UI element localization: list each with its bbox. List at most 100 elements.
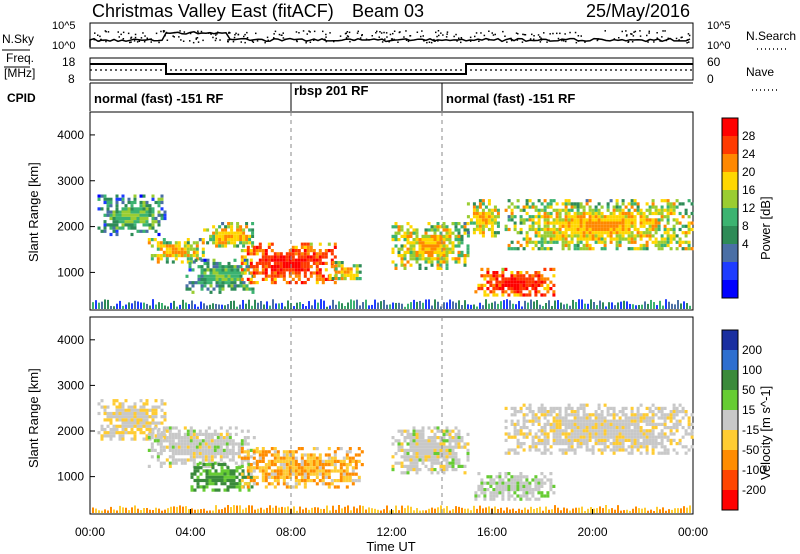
velocity-cell <box>415 458 419 462</box>
power-cell <box>630 240 634 244</box>
power-cell <box>570 224 574 228</box>
velocity-cell <box>507 451 511 455</box>
power-cell <box>537 271 541 275</box>
power-ground-clutter <box>338 301 340 309</box>
power-cell <box>564 243 568 248</box>
velocity-cell <box>261 456 265 460</box>
velocity-cell <box>282 475 286 479</box>
power-cell <box>552 227 556 232</box>
velocity-cell <box>321 482 325 486</box>
velocity-cell <box>168 455 172 459</box>
power-cell <box>564 202 568 206</box>
power-cell <box>439 231 443 235</box>
colorbar-segment <box>722 410 738 431</box>
power-cell <box>612 215 616 219</box>
velocity-cell <box>615 445 619 449</box>
nsky-dot <box>313 39 315 41</box>
velocity-cell <box>519 406 523 410</box>
power-ground-clutter <box>485 299 487 309</box>
power-cell <box>552 290 556 294</box>
velocity-cell <box>186 442 190 446</box>
velocity-cell <box>339 475 343 479</box>
power-cell <box>516 274 520 278</box>
velocity-cell <box>585 429 589 433</box>
velocity-cell <box>567 406 571 410</box>
power-cell <box>249 261 253 265</box>
velocity-cell <box>315 459 319 463</box>
power-ground-clutter <box>386 304 388 309</box>
power-cell <box>475 208 479 212</box>
velocity-ground-clutter <box>185 506 187 513</box>
power-cell <box>528 237 532 241</box>
velocity-cell <box>171 436 175 440</box>
power-cell <box>678 202 682 206</box>
power-cell <box>537 218 541 222</box>
power-cell <box>255 245 259 249</box>
velocity-cell <box>445 455 449 459</box>
velocity-cell <box>204 442 208 446</box>
velocity-cell <box>115 431 119 435</box>
power-cell <box>612 227 616 232</box>
velocity-cell <box>630 432 634 436</box>
velocity-cell <box>145 427 149 432</box>
power-cell <box>481 234 485 238</box>
velocity-cell <box>639 403 643 407</box>
power-cell <box>660 218 664 222</box>
power-cell <box>115 223 119 227</box>
power-ground-clutter <box>662 305 664 309</box>
power-cell <box>133 200 137 205</box>
velocity-cell <box>270 453 274 457</box>
velocity-cell <box>216 439 220 443</box>
velocity-cell <box>300 472 304 476</box>
power-ground-clutter <box>125 304 127 309</box>
power-cell <box>690 202 694 206</box>
nsky-dot <box>155 32 158 35</box>
power-cell <box>221 228 225 232</box>
velocity-cell <box>228 432 232 436</box>
velocity-cell <box>477 484 481 488</box>
power-cell <box>573 211 577 216</box>
velocity-cell <box>603 416 607 420</box>
colorbar-segment <box>722 172 738 191</box>
power-ground-clutter <box>416 301 418 309</box>
power-colorbar-label: Power [dB] <box>758 196 773 260</box>
power-ground-clutter <box>281 302 283 309</box>
velocity-cell <box>415 464 419 468</box>
power-ground-clutter <box>275 303 277 309</box>
velocity-cell <box>220 472 224 476</box>
velocity-cell <box>555 438 559 442</box>
velocity-cell <box>249 463 253 467</box>
velocity-cell <box>445 468 449 472</box>
power-ground-clutter <box>260 300 262 309</box>
power-cell <box>576 243 580 248</box>
nsky-dot <box>407 40 410 43</box>
power-cell <box>519 277 523 281</box>
velocity-cell <box>180 458 184 462</box>
power-cell <box>183 244 187 248</box>
velocity-cell <box>651 410 655 414</box>
power-ground-clutter <box>164 305 166 309</box>
velocity-cell <box>540 429 544 433</box>
velocity-cell <box>261 453 265 457</box>
velocity-ground-clutter <box>515 510 517 513</box>
power-cell <box>576 208 580 212</box>
power-cell <box>606 215 610 219</box>
velocity-cell <box>235 466 239 470</box>
velocity-cell <box>519 488 523 492</box>
power-cell <box>579 202 583 206</box>
power-cell <box>252 281 256 285</box>
velocity-cell <box>315 472 319 476</box>
power-cell <box>600 227 604 232</box>
velocity-cell <box>195 436 199 440</box>
velocity-cell <box>528 497 532 501</box>
power-cell <box>627 234 631 238</box>
nsky-dot <box>215 34 217 36</box>
power-cell <box>666 215 670 219</box>
power-cell <box>630 218 634 222</box>
velocity-cell <box>558 406 562 410</box>
power-cell <box>561 231 565 235</box>
nsky-dot <box>143 41 146 43</box>
velocity-cell <box>579 422 583 426</box>
power-cell <box>276 265 280 269</box>
nsky-dot <box>305 42 307 44</box>
